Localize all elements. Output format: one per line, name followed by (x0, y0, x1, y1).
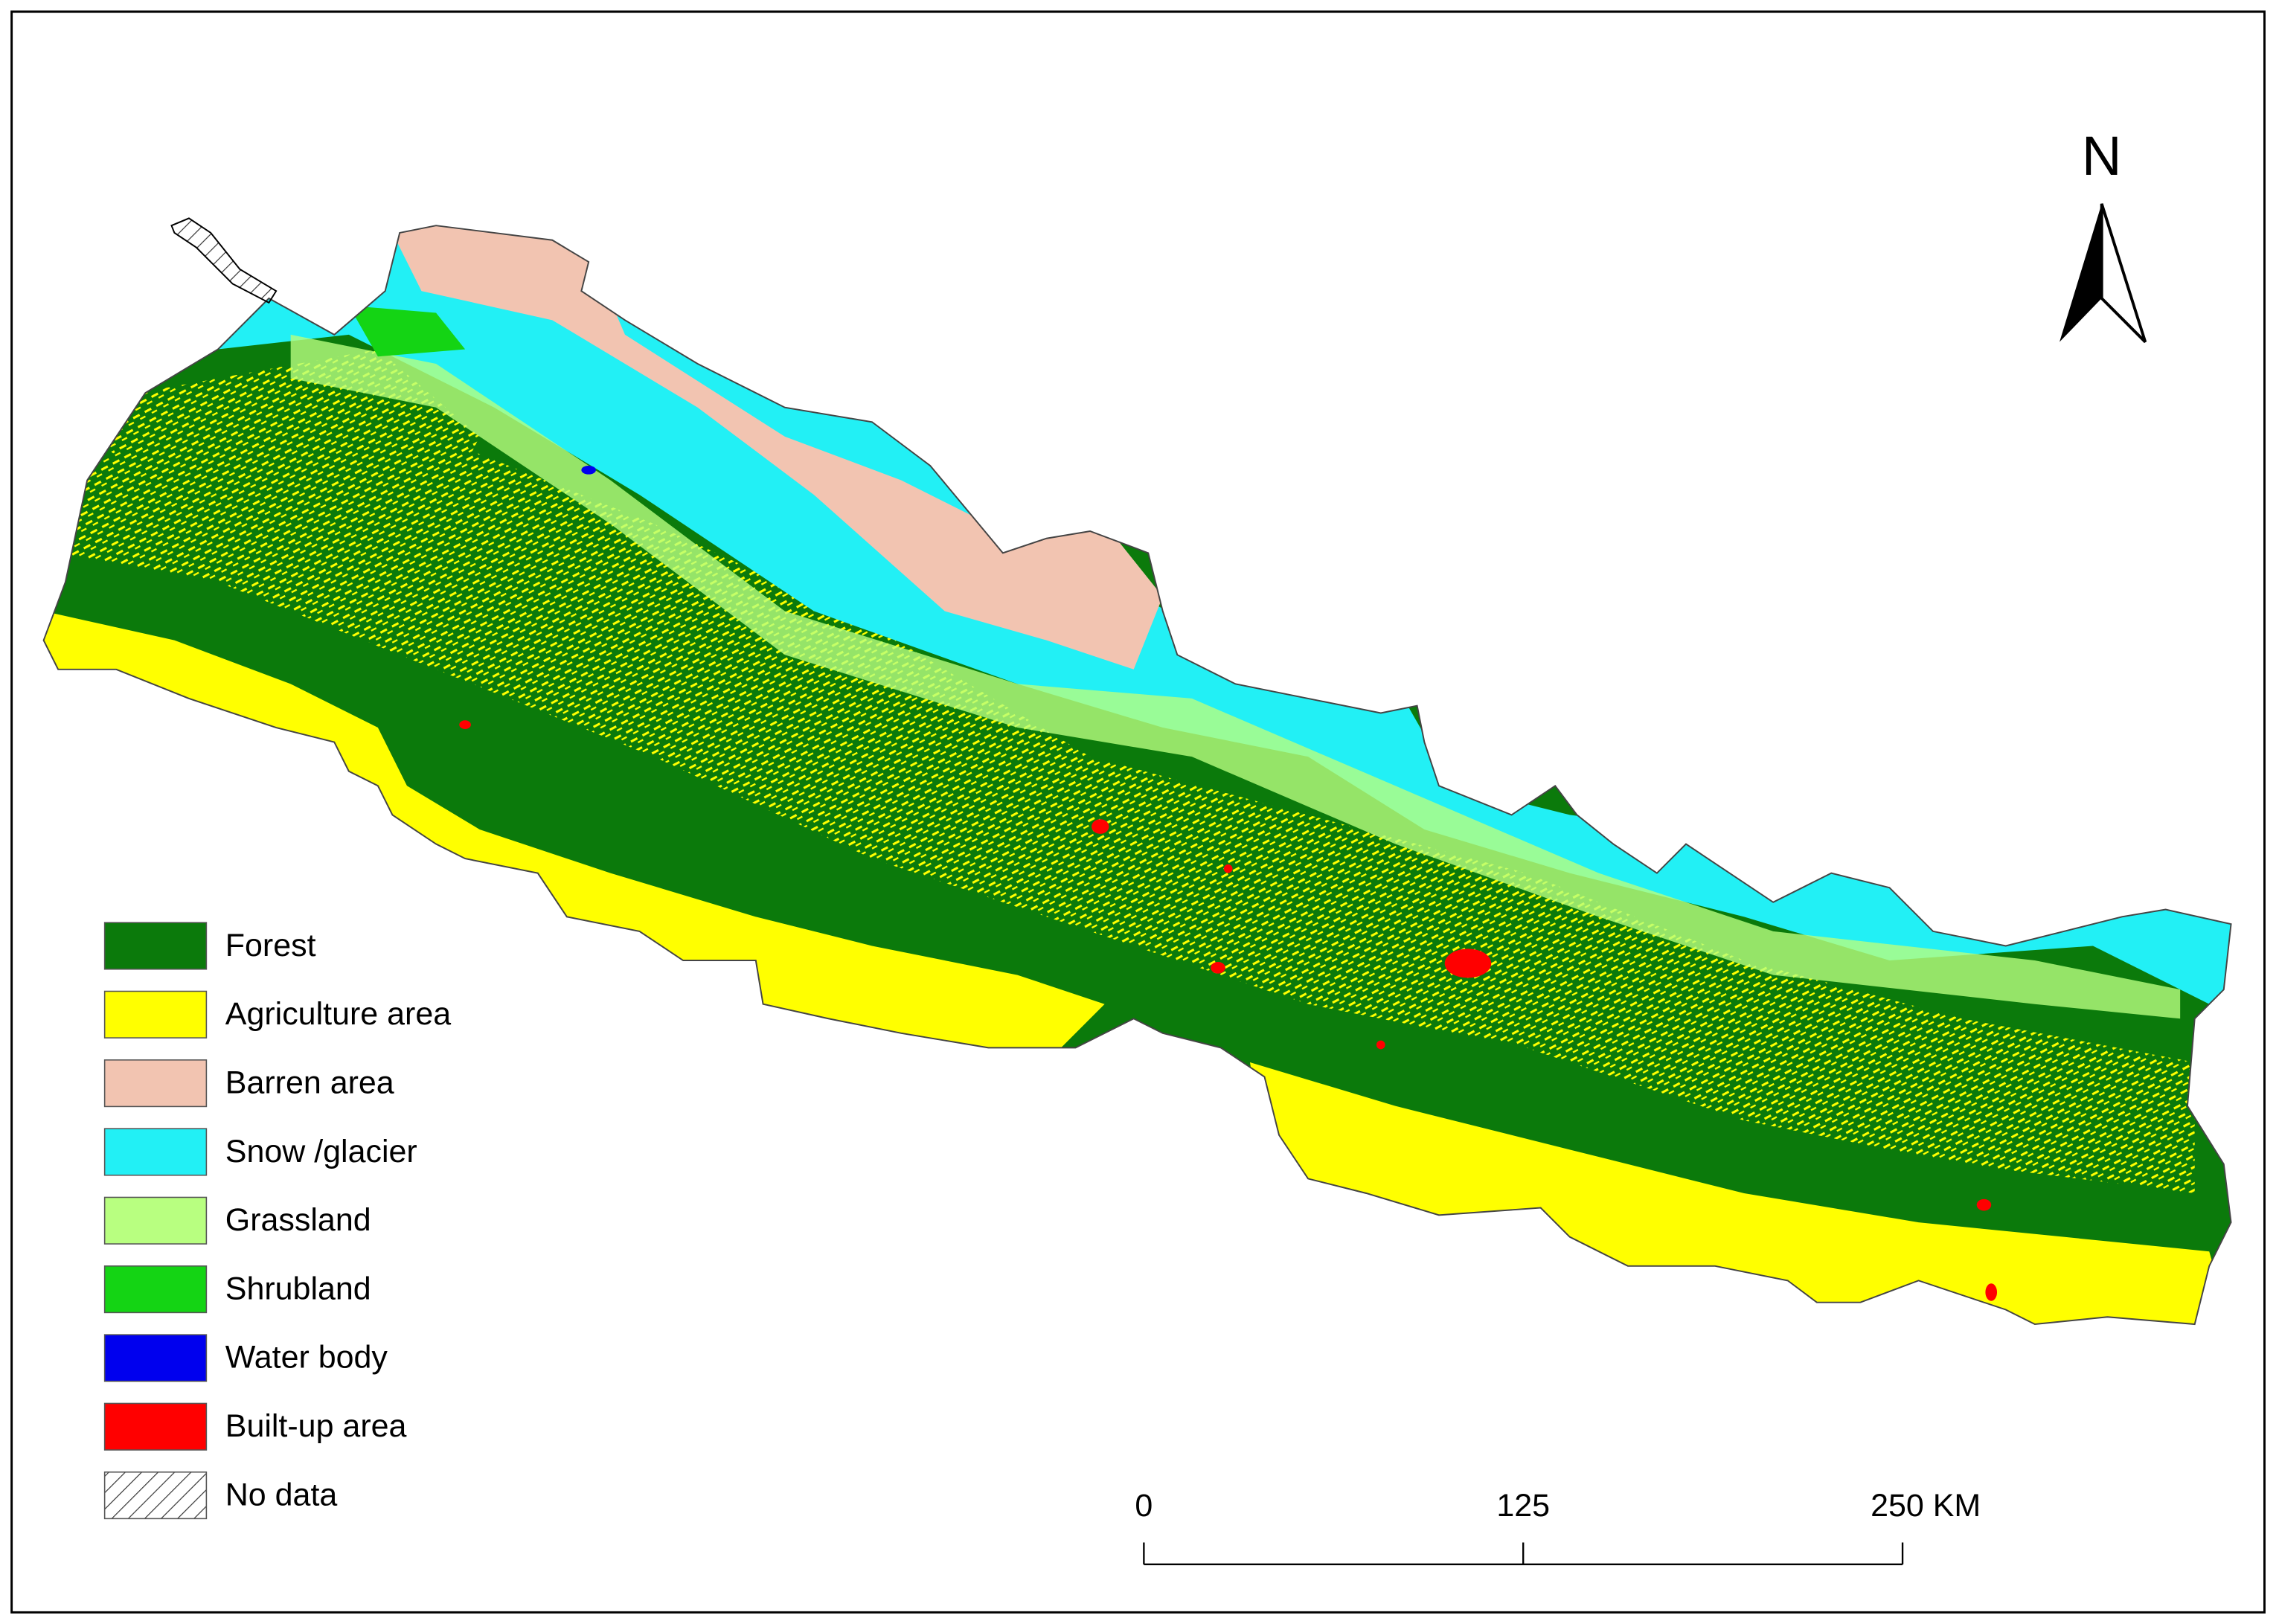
legend-swatch (103, 1471, 208, 1520)
built-up-patch (1223, 864, 1233, 873)
scale-label: 250 KM (1871, 1488, 1981, 1524)
barren-north (385, 225, 1163, 670)
built-up-patch (1211, 961, 1225, 974)
legend-swatch (103, 922, 208, 970)
north-label: N (2082, 125, 2122, 187)
legend-swatch (103, 990, 208, 1039)
built-up-patch (1985, 1283, 1998, 1301)
grass-fringe (290, 334, 2181, 1019)
built-up-patch (1444, 949, 1492, 978)
terai-west (43, 611, 1105, 1062)
legend-label: No data (225, 1477, 338, 1512)
built-up-patch (459, 720, 471, 730)
legend-label: Water body (225, 1340, 388, 1376)
scale-label: 125 (1496, 1488, 1550, 1524)
legend-label: Snow /glacier (225, 1134, 417, 1169)
built-up-patch (1976, 1198, 1992, 1211)
legend-label: Agriculture area (225, 996, 451, 1032)
mixed-hills (58, 407, 2195, 1193)
legend-swatch (103, 1196, 208, 1245)
legend-swatch (103, 1402, 208, 1451)
scale-bar: 0 125 250 KM (1135, 1488, 1981, 1565)
terai-east (1249, 1062, 2231, 1325)
built-up-patch (1092, 819, 1109, 834)
arrow-right (2100, 203, 2147, 344)
legend-label: Barren area (225, 1065, 394, 1100)
scale-label: 0 (1135, 1488, 1153, 1524)
legend-swatch (103, 1265, 208, 1314)
legend-swatch (103, 1334, 208, 1382)
legend-label: Shrubland (225, 1271, 371, 1306)
country-outline (42, 225, 2232, 1326)
no-data-area (170, 217, 278, 304)
legend-swatch (103, 1059, 208, 1108)
legend-swatch (103, 1128, 208, 1176)
water-body (581, 465, 596, 475)
legend: Forest Agriculture area Barren area Snow /g… (103, 922, 451, 1520)
shrub-patch (348, 305, 466, 357)
legend-label: Built-up area (225, 1408, 407, 1444)
legend-label: Forest (225, 928, 316, 963)
built-up-patch (1376, 1040, 1385, 1050)
legend-label: Grassland (225, 1202, 371, 1238)
